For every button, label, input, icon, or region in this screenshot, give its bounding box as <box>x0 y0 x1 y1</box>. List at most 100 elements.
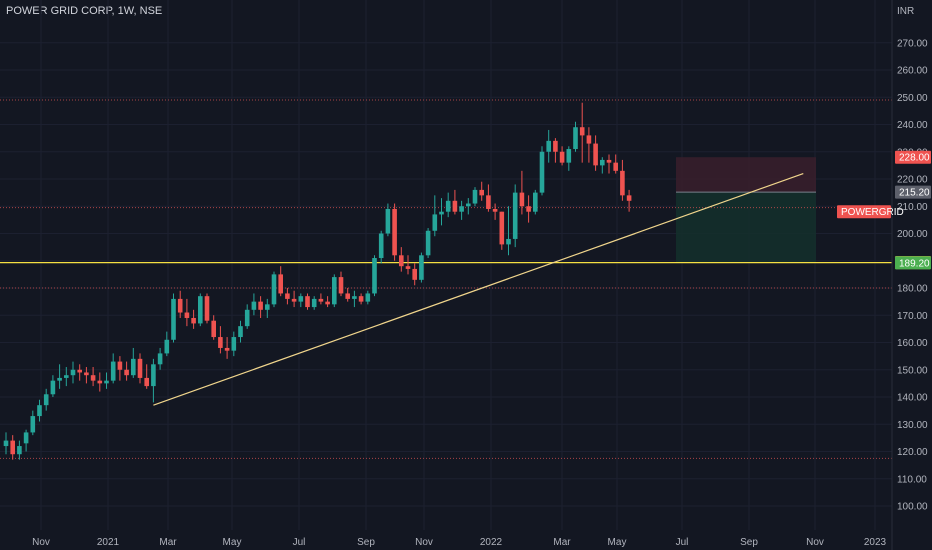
trendline[interactable] <box>153 172 804 406</box>
candle-body <box>372 258 377 294</box>
candle <box>419 252 424 283</box>
candle-body <box>352 296 357 299</box>
candle-body <box>244 309 250 327</box>
candle-body <box>358 296 364 302</box>
candles <box>3 102 632 460</box>
candle <box>546 129 551 163</box>
candle-body <box>184 312 190 318</box>
candle-body <box>291 298 297 302</box>
candle <box>64 367 69 387</box>
candle-body <box>204 296 210 321</box>
candle <box>84 367 89 384</box>
y-tick-label: 240.00 <box>897 120 928 131</box>
candle <box>439 198 444 226</box>
candle <box>244 304 250 329</box>
candle-body <box>345 293 350 299</box>
candle <box>392 203 397 261</box>
candle <box>600 157 605 174</box>
candle-body <box>378 233 384 259</box>
candle-body <box>318 298 324 302</box>
candle-body <box>419 255 424 280</box>
candle-body <box>620 170 625 196</box>
candle-body <box>325 301 330 305</box>
currency-label: INR <box>897 6 914 17</box>
y-tick-label: 100.00 <box>897 502 928 513</box>
candle-body <box>157 353 163 365</box>
candle <box>278 266 283 297</box>
candle <box>425 228 431 259</box>
candle <box>3 432 9 455</box>
candle <box>352 290 357 308</box>
candle-body <box>559 151 565 163</box>
candle-body <box>566 149 572 163</box>
candle <box>486 184 491 212</box>
candle <box>492 203 498 220</box>
y-tick-label: 160.00 <box>897 338 928 349</box>
candle-body <box>305 296 310 308</box>
y-tick-label: 210.00 <box>897 202 928 213</box>
candle <box>573 121 578 152</box>
candle-body <box>399 255 404 267</box>
candle <box>365 290 371 305</box>
candle-body <box>211 320 216 338</box>
candle-body <box>50 380 56 395</box>
candle-body <box>285 293 290 299</box>
candle-body <box>64 375 69 378</box>
candle <box>533 189 538 215</box>
y-tick-label: 260.00 <box>897 66 928 77</box>
candle-body <box>365 293 371 302</box>
price-tag-label: 215.20 <box>899 188 930 199</box>
candle-body <box>526 206 531 212</box>
trendline-layer[interactable] <box>153 172 804 406</box>
candle <box>198 293 203 327</box>
price-tag-label: 189.20 <box>899 258 930 269</box>
candle <box>184 298 190 327</box>
position-zones <box>676 157 816 263</box>
x-tick-label: 2021 <box>97 537 120 548</box>
candle <box>325 296 330 308</box>
candle-body <box>311 298 317 308</box>
candle <box>291 290 297 308</box>
candle <box>131 347 136 378</box>
candle <box>512 184 518 248</box>
candle-body <box>332 277 337 305</box>
candle-body <box>110 361 116 381</box>
candle <box>191 309 196 329</box>
candle-body <box>546 140 551 152</box>
candle <box>399 247 404 272</box>
candle-body <box>412 268 417 280</box>
candle <box>519 170 525 215</box>
x-tick-label: Jul <box>293 537 306 548</box>
price-tag-label: 228.00 <box>899 153 930 164</box>
x-tick-label: 2023 <box>864 537 887 548</box>
candle <box>90 367 96 387</box>
candle <box>265 298 270 318</box>
y-tick-label: 130.00 <box>897 420 928 431</box>
candle-body <box>573 127 578 150</box>
candle <box>124 361 129 381</box>
candle <box>137 353 143 384</box>
candle-body <box>177 298 183 313</box>
entry-price-tag: 215.20 <box>895 185 931 199</box>
candle <box>231 331 237 357</box>
candle <box>204 293 210 324</box>
y-tick-label: 140.00 <box>897 393 928 404</box>
y-tick-label: 120.00 <box>897 447 928 458</box>
candle-body <box>117 361 123 370</box>
candle <box>57 364 62 389</box>
candle <box>579 102 585 163</box>
candle-body <box>104 380 109 384</box>
candle-body <box>70 369 76 376</box>
y-tick-label: 180.00 <box>897 284 928 295</box>
candle-body <box>452 200 458 212</box>
axes: 100.00 110.00 120.00 130.00 140.00 150.00 160.… <box>32 0 928 550</box>
chart-title: POWER GRID CORP, 1W, NSE <box>6 5 163 17</box>
candle-body <box>539 151 545 193</box>
candle-body <box>10 440 15 455</box>
candle-body <box>144 377 149 387</box>
candle-body <box>278 274 283 294</box>
candle-body <box>124 369 129 376</box>
y-tick-label: 200.00 <box>897 229 928 240</box>
